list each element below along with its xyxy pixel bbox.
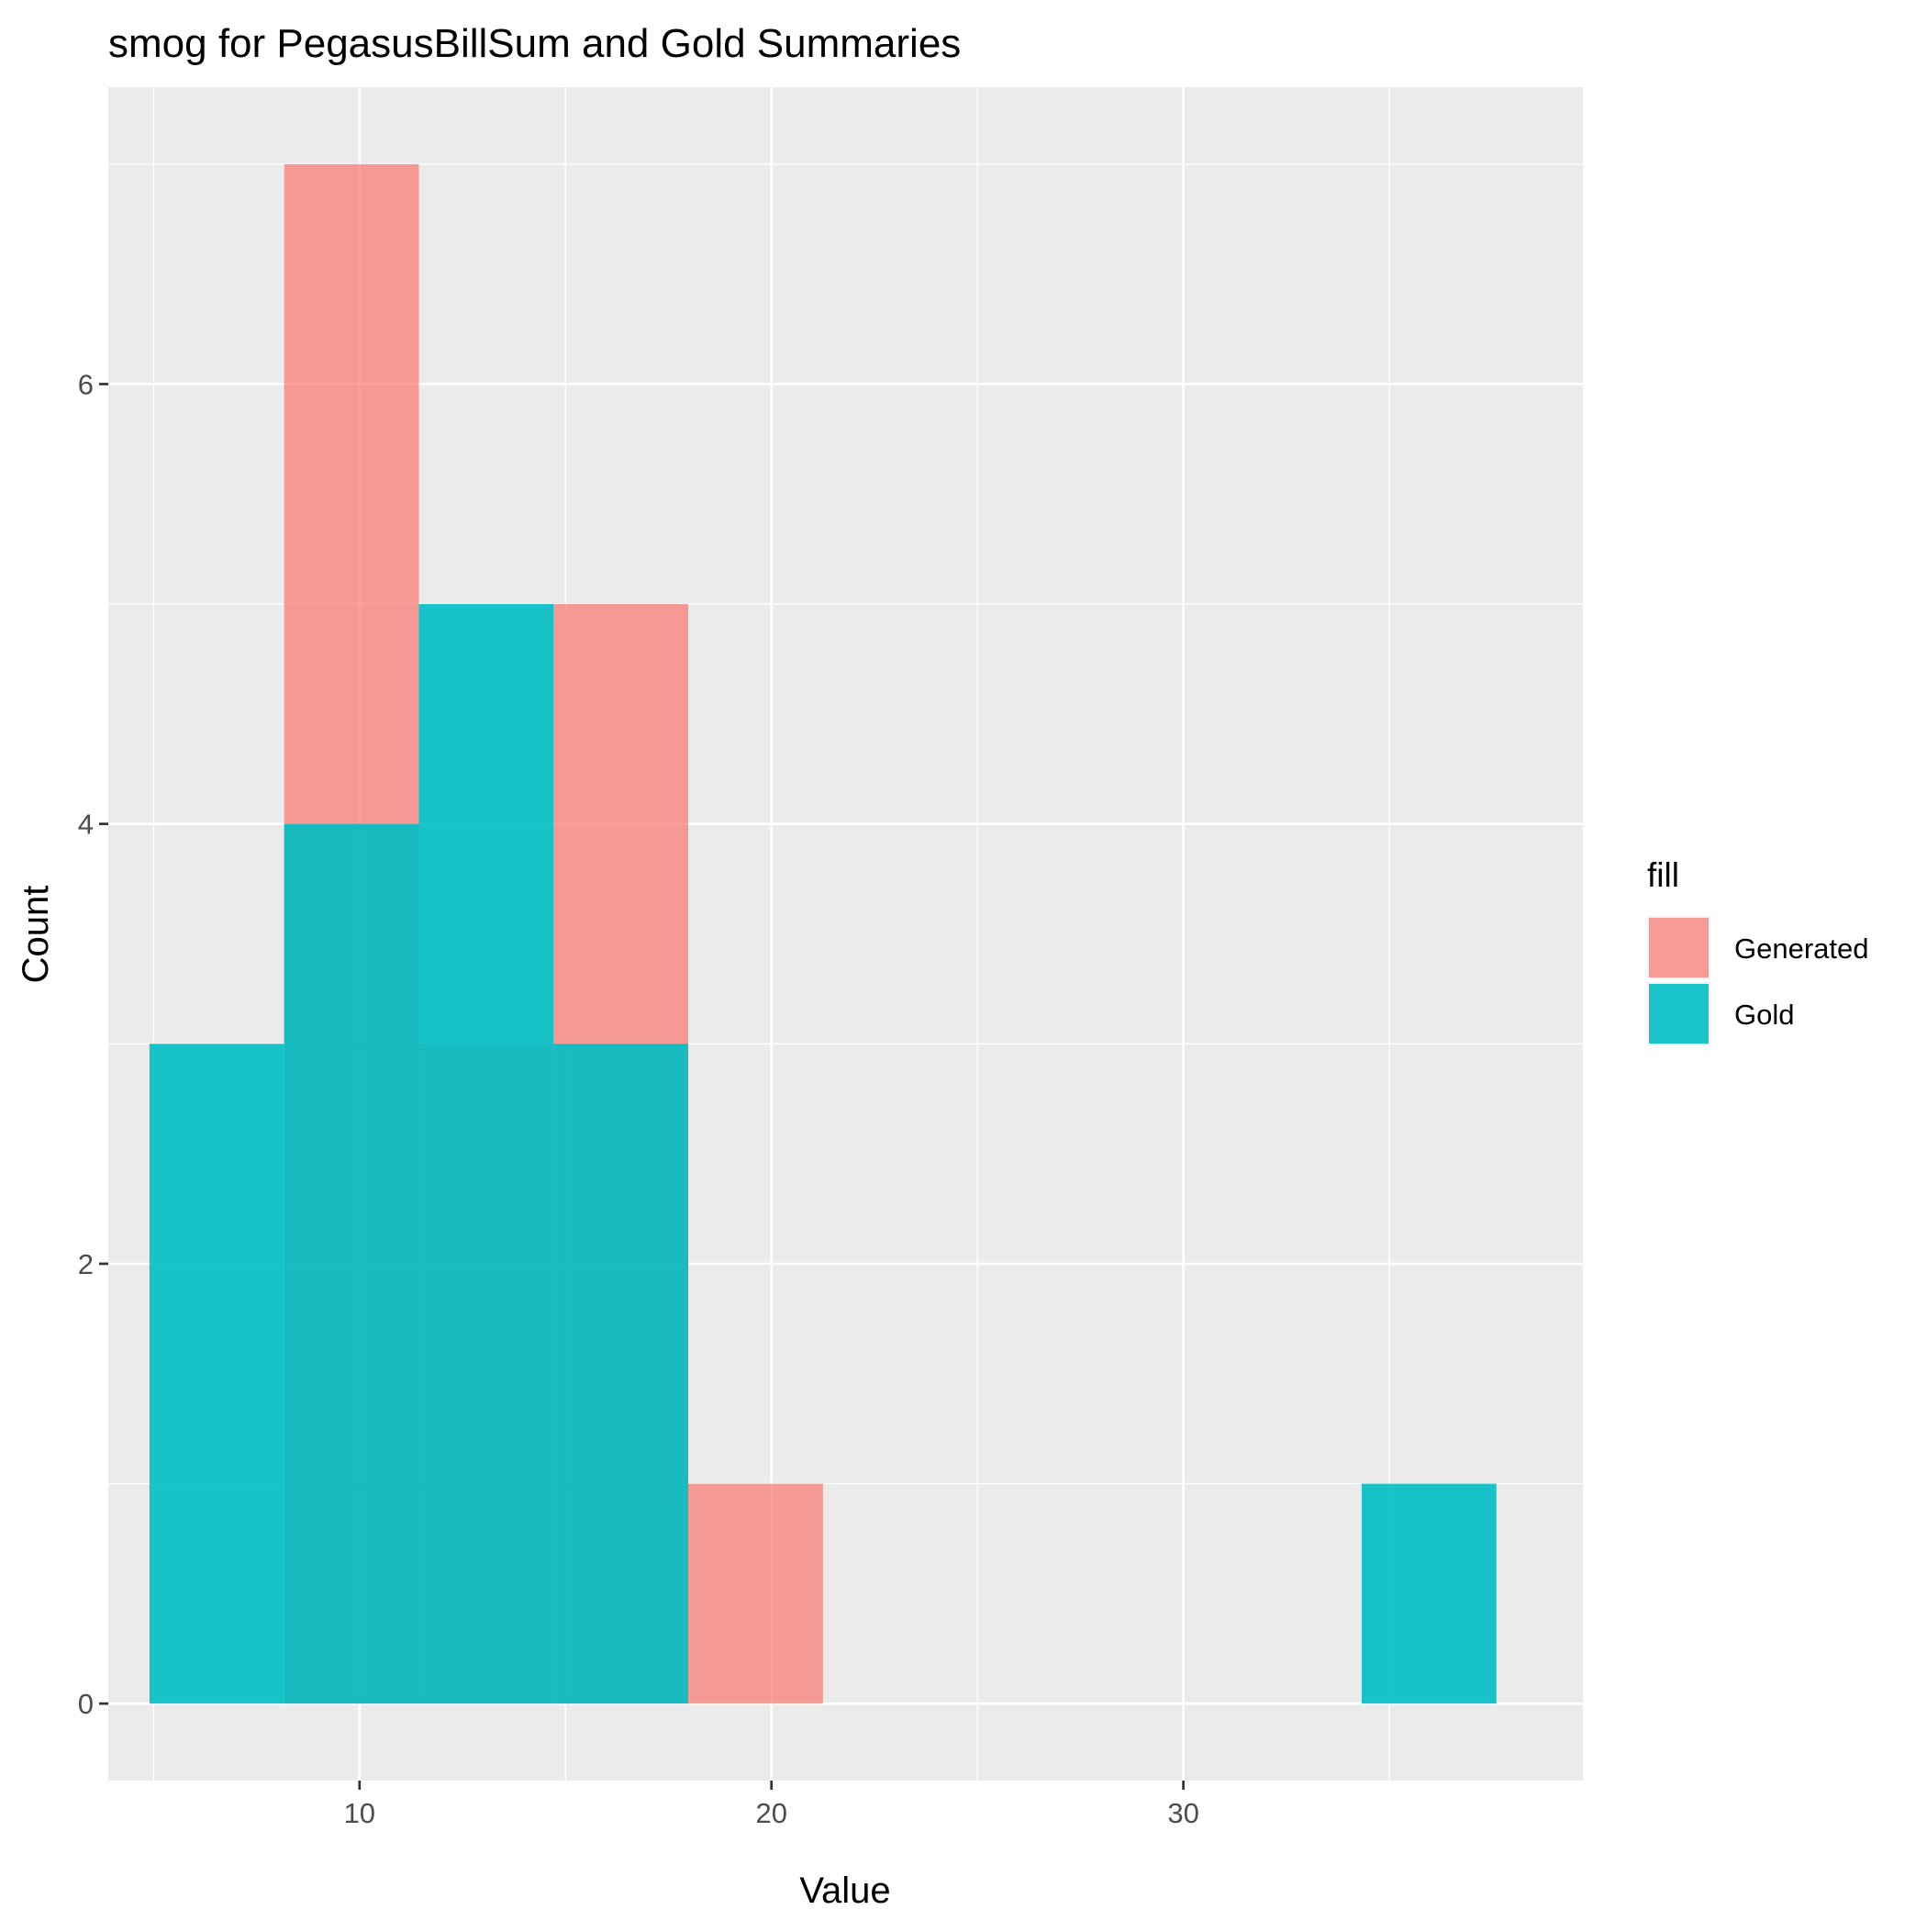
- y-axis-title: Count: [16, 886, 56, 984]
- x-tick-label: 30: [1167, 1797, 1198, 1829]
- legend-label-generated: Generated: [1734, 932, 1869, 965]
- legend: fill Generated Gold: [1647, 856, 1869, 1045]
- legend-key-generated: [1649, 918, 1709, 977]
- x-tick-label: 20: [755, 1797, 786, 1829]
- legend-label-gold: Gold: [1734, 999, 1794, 1031]
- legend-title: fill: [1647, 856, 1679, 894]
- y-tick-label: 0: [78, 1688, 94, 1720]
- bar-gold: [553, 1044, 689, 1704]
- series-gold: [149, 604, 1497, 1704]
- bar-gold: [284, 823, 419, 1704]
- y-tick-label: 2: [78, 1248, 94, 1280]
- chart-title: smog for PegasusBillSum and Gold Summari…: [108, 21, 961, 66]
- bar-generated: [688, 1483, 823, 1704]
- bar-gold: [1361, 1483, 1497, 1704]
- x-axis-title: Value: [799, 1871, 890, 1911]
- axes: 10 20 30 0 2 4 6: [78, 368, 1199, 1829]
- y-tick-label: 6: [78, 368, 94, 400]
- y-tick-label: 4: [78, 809, 94, 841]
- legend-key-gold: [1649, 984, 1709, 1044]
- histogram-bars: [149, 163, 1497, 1704]
- x-tick-label: 10: [344, 1797, 375, 1829]
- bar-gold: [418, 604, 554, 1704]
- bar-gold: [149, 1044, 284, 1704]
